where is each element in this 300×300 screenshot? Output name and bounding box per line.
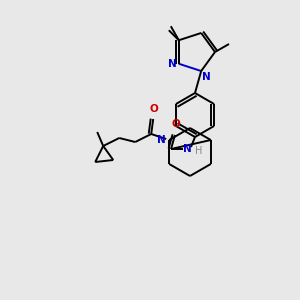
Text: N: N [202, 72, 211, 82]
Text: N: N [168, 59, 177, 69]
Text: N: N [158, 135, 166, 145]
Text: H: H [195, 146, 202, 156]
Text: O: O [150, 104, 159, 114]
Text: N: N [183, 144, 191, 154]
Text: O: O [172, 119, 180, 129]
